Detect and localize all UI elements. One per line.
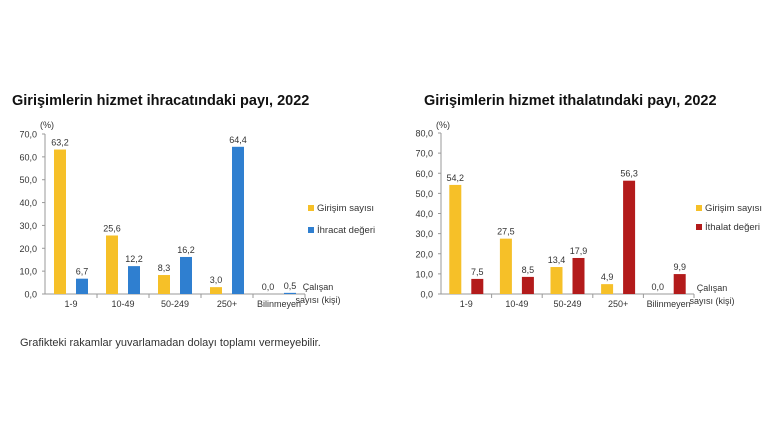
y-tick-label: 20,0	[19, 244, 37, 254]
bar	[499, 238, 512, 294]
data-label: 8,5	[522, 265, 535, 275]
legend-swatch	[308, 227, 314, 233]
data-label: 0,5	[284, 281, 297, 291]
bar	[210, 287, 222, 294]
y-axis-unit-label: (%)	[40, 120, 54, 130]
y-tick-label: 60,0	[415, 169, 433, 179]
y-tick-label: 40,0	[415, 209, 433, 219]
y-tick-label: 10,0	[19, 267, 37, 277]
footnote: Grafikteki rakamlar yuvarlamadan dolayı …	[20, 337, 321, 349]
x-tick-label: Bilinmeyen	[257, 299, 301, 309]
legend-label: Girişim sayısı	[317, 203, 374, 214]
data-label: 8,3	[158, 263, 171, 273]
data-label: 56,3	[620, 169, 638, 179]
bar	[673, 274, 686, 294]
y-tick-label: 80,0	[415, 129, 433, 139]
bar	[158, 275, 170, 294]
data-label: 63,2	[51, 138, 69, 148]
y-tick-label: 30,0	[19, 221, 37, 231]
data-label: 16,2	[177, 245, 195, 255]
y-tick-label: 50,0	[19, 175, 37, 185]
legend-swatch	[696, 205, 702, 211]
legend-label: İthalat değeri	[705, 222, 760, 233]
data-label: 4,9	[601, 272, 614, 282]
y-tick-label: 20,0	[415, 249, 433, 259]
bar	[232, 146, 244, 294]
bar	[180, 256, 192, 294]
bar	[550, 267, 563, 294]
x-tick-label: Bilinmeyen	[647, 299, 691, 309]
data-label: 17,9	[570, 246, 588, 256]
y-tick-label: 30,0	[415, 229, 433, 239]
x-tick-label: 1-9	[64, 299, 77, 309]
bar	[128, 266, 140, 294]
bar	[54, 149, 66, 294]
data-label: 6,7	[76, 267, 89, 277]
y-tick-label: 70,0	[415, 149, 433, 159]
x-axis-label: sayısı (kişi)	[296, 295, 341, 305]
data-label: 64,4	[229, 135, 247, 145]
bar	[106, 235, 118, 294]
legend-label: İhracat değeri	[317, 225, 375, 236]
x-tick-label: 10-49	[505, 299, 528, 309]
x-tick-label: 50-249	[161, 299, 189, 309]
legend-label: Girişim sayısı	[705, 203, 762, 214]
data-label: 25,6	[103, 223, 121, 233]
x-tick-label: 10-49	[111, 299, 134, 309]
x-tick-label: 250+	[217, 299, 237, 309]
legend-swatch	[696, 224, 702, 230]
y-tick-label: 60,0	[19, 152, 37, 162]
y-tick-label: 70,0	[19, 130, 37, 140]
x-tick-label: 50-249	[553, 299, 581, 309]
x-axis-label: Çalışan	[697, 283, 728, 293]
x-tick-label: 1-9	[460, 299, 473, 309]
bar	[76, 278, 88, 294]
y-tick-label: 40,0	[19, 198, 37, 208]
data-label: 0,0	[262, 282, 275, 292]
legend-swatch	[308, 205, 314, 211]
y-tick-label: 10,0	[415, 269, 433, 279]
chart-title-export: Girişimlerin hizmet ihracatındaki payı, …	[12, 93, 310, 109]
x-axis-label: Çalışan	[303, 282, 334, 292]
chart-title-import: Girişimlerin hizmet ithalatındaki payı, …	[424, 93, 717, 109]
bar	[572, 257, 585, 294]
data-label: 9,9	[673, 262, 686, 272]
bar	[471, 278, 484, 294]
y-tick-label: 50,0	[415, 189, 433, 199]
data-label: 13,4	[548, 255, 566, 265]
data-label: 27,5	[497, 227, 515, 237]
data-label: 12,2	[125, 254, 143, 264]
x-axis-label: sayısı (kişi)	[690, 296, 735, 306]
bar	[521, 276, 534, 294]
data-label: 3,0	[210, 275, 223, 285]
y-axis-unit-label: (%)	[436, 120, 450, 130]
bar	[449, 184, 462, 294]
bar	[601, 284, 614, 294]
x-tick-label: 250+	[608, 299, 628, 309]
data-label: 54,2	[447, 173, 465, 183]
data-label: 0,0	[651, 282, 664, 292]
bar	[284, 292, 296, 294]
y-tick-label: 0,0	[24, 290, 37, 300]
data-label: 7,5	[471, 267, 484, 277]
y-tick-label: 0,0	[420, 290, 433, 300]
bar	[623, 180, 636, 294]
